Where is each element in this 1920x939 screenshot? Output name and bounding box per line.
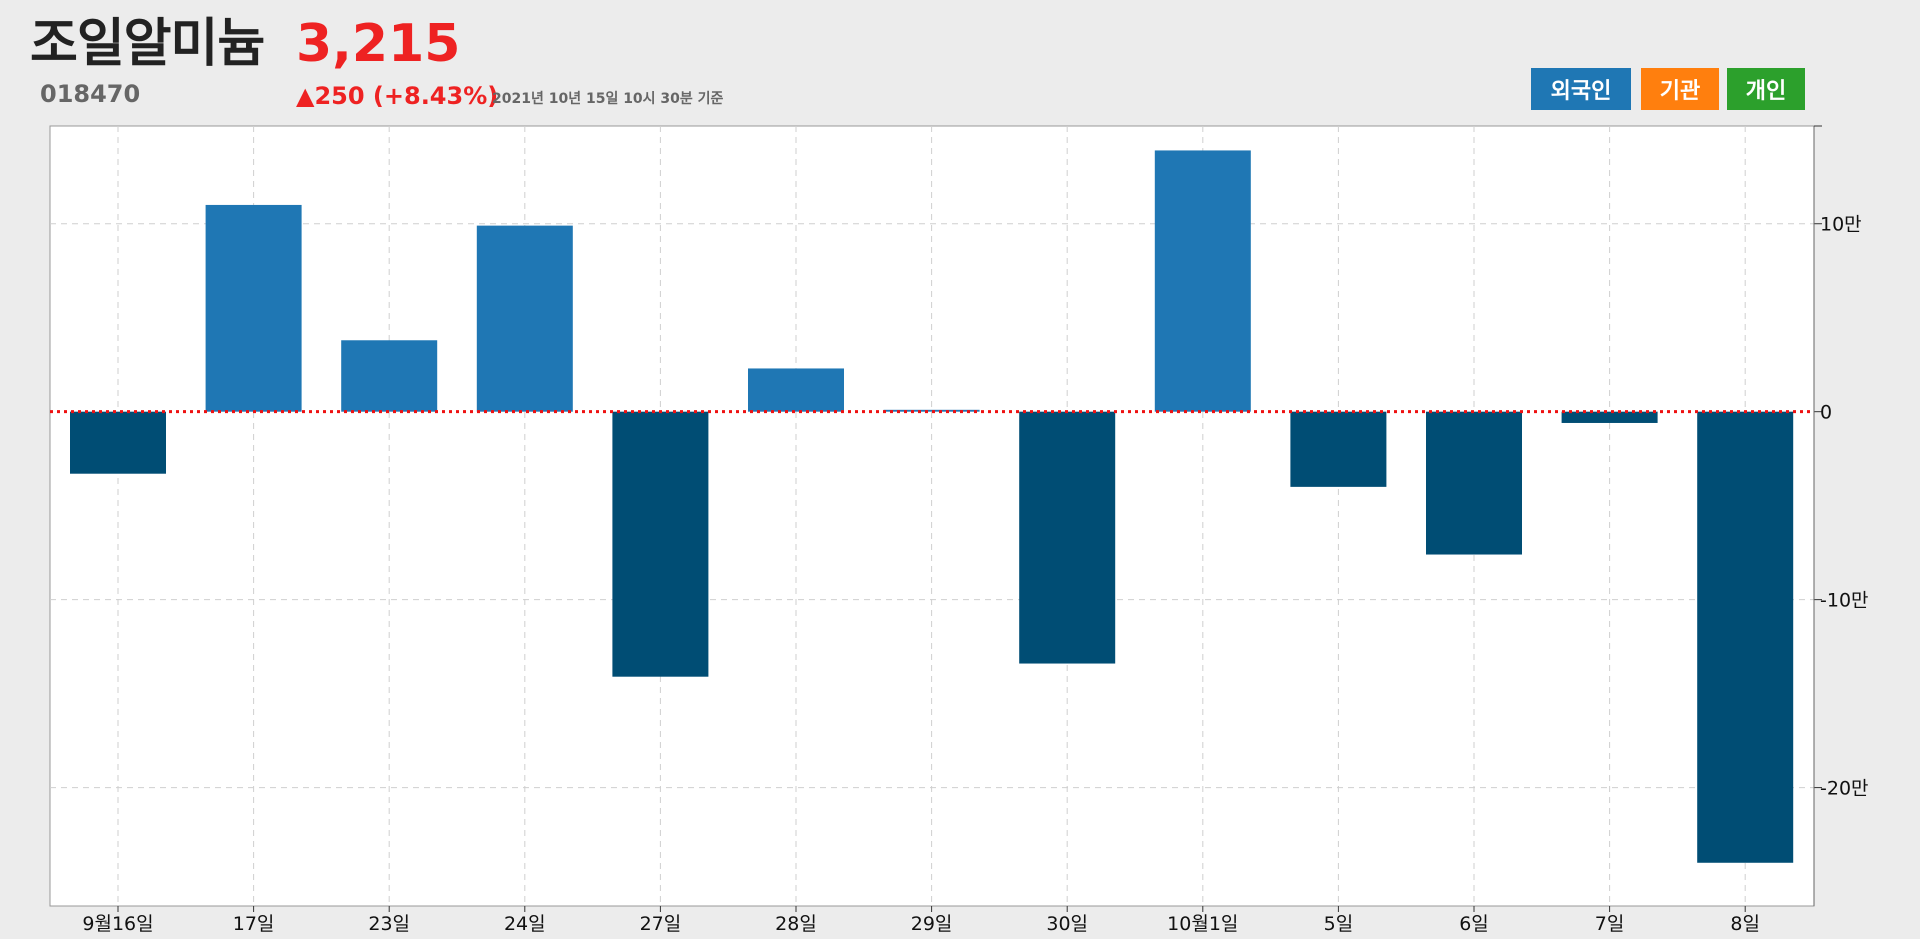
bar-0 [70,411,166,474]
x-tick-label: 24일 [504,913,546,935]
legend-individual-button[interactable]: 개인 [1727,68,1805,110]
x-tick-label: 8일 [1730,913,1760,935]
current-price: 3,215 [296,14,461,74]
bar-9 [1290,411,1387,487]
y-tick-label: -20만 [1820,778,1869,800]
x-tick-label: 6일 [1459,913,1489,935]
bar-8 [1154,150,1251,412]
bar-1 [205,204,302,412]
bar-6 [883,409,980,412]
x-tick-label: 28일 [775,913,817,935]
x-tick-label: 7일 [1595,913,1625,935]
legend-foreigner-button[interactable]: 외국인 [1531,68,1631,110]
bar-12 [1697,411,1794,863]
y-tick-label: 10만 [1820,214,1862,236]
x-tick-label: 23일 [368,913,410,935]
x-tick-label: 5일 [1324,913,1354,935]
y-tick-label: 0 [1820,402,1832,424]
bar-5 [748,368,844,412]
x-tick-label: 9월16일 [82,913,153,935]
bars-layer [70,150,1794,863]
bar-3 [476,225,573,412]
x-tick-label: 30일 [1046,913,1088,935]
bar-2 [341,340,438,412]
stock-code: 018470 [40,80,141,108]
bar-10 [1426,411,1522,555]
x-tick-label: 10월1일 [1167,913,1238,935]
y-tick-label: -10만 [1820,590,1869,612]
timestamp: 2021년 10년 15일 10시 30분 기준 [492,91,724,107]
axis-layer: 10만 0 -10만 -20만 9월16일 17일 23일 24일 27일 28일 29일 30일 10… [82,125,1869,935]
x-tick-label: 27일 [640,913,682,935]
bar-7 [1019,411,1116,664]
x-tick-label: 17일 [233,913,275,935]
legend-institution-button[interactable]: 기관 [1641,68,1719,110]
stock-name: 조일알미늄 [30,14,265,74]
price-change: ▲250 (+8.43%) [296,82,499,110]
bar-11 [1561,411,1658,423]
x-tick-label: 29일 [911,913,953,935]
bar-4 [612,411,709,677]
